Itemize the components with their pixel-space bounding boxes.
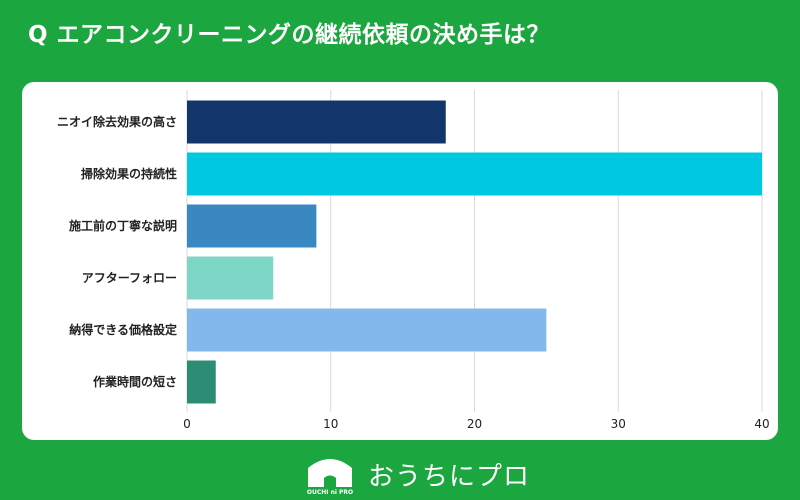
bar <box>187 204 317 248</box>
brand-footer: OUCHI ni PRO おうちにプロ <box>302 452 530 496</box>
category-label: 納得できる価格設定 <box>69 322 177 337</box>
category-label: 掃除効果の持続性 <box>81 166 177 181</box>
x-tick-label: 30 <box>611 417 626 431</box>
category-label: 作業時間の短さ <box>93 374 177 389</box>
bar-chart: 0 10 20 30 40 ニオイ除去効果の高さ掃除効果の持続性施工前の丁寧な説明アフター… <box>57 90 770 431</box>
x-tick-label: 40 <box>754 417 769 431</box>
x-tick-label: 0 <box>183 417 191 431</box>
bar <box>187 360 216 404</box>
category-label: 施工前の丁寧な説明 <box>69 218 177 233</box>
bar <box>187 308 547 352</box>
category-label: ニオイ除去効果の高さ <box>57 114 177 129</box>
category-label: アフターフォロー <box>82 271 177 285</box>
brand-name: おうちにプロ <box>368 461 531 492</box>
bar <box>187 100 446 144</box>
house-logo-icon: OUCHI ni PRO <box>306 459 354 496</box>
x-tick-label: 20 <box>467 417 482 431</box>
page-title: Q エアコンクリーニングの継続依頼の決め手は？ <box>28 22 551 48</box>
bar <box>187 152 762 196</box>
logo-text: OUCHI ni PRO <box>307 489 353 496</box>
chart-card: 0 10 20 30 40 ニオイ除去効果の高さ掃除効果の持続性施工前の丁寧な説明アフター… <box>22 82 778 440</box>
bar <box>187 256 274 300</box>
x-tick-label: 10 <box>323 417 338 431</box>
